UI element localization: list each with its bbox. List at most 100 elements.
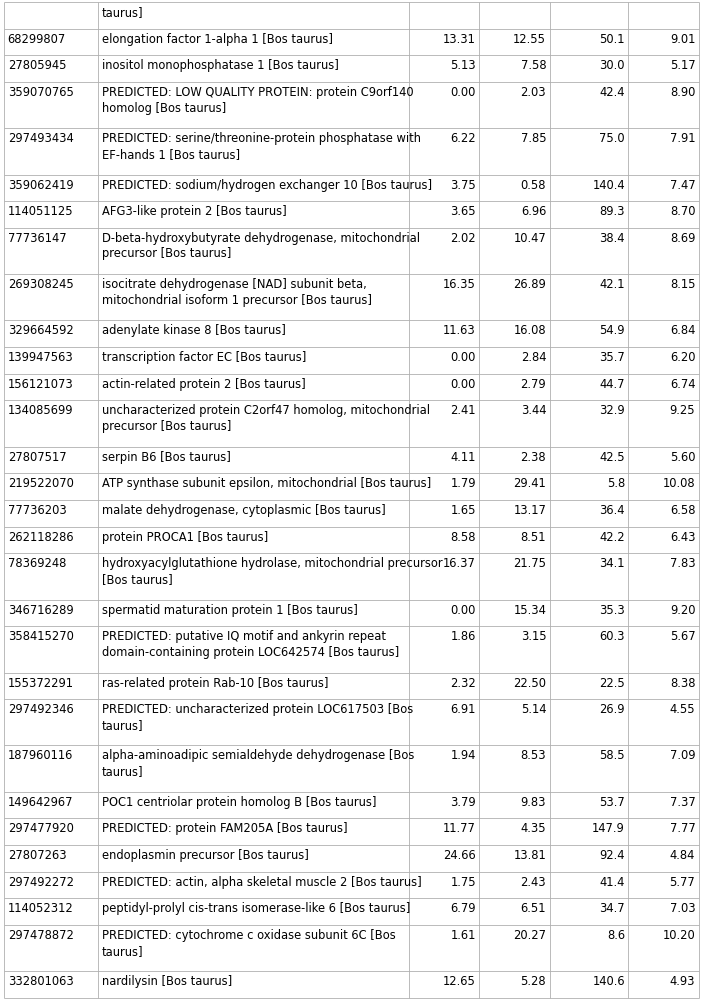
Text: alpha-aminoadipic semialdehyde dehydrogenase [Bos
taurus]: alpha-aminoadipic semialdehyde dehydroge…	[102, 749, 414, 778]
Text: 139947563: 139947563	[8, 351, 74, 364]
Text: 5.14: 5.14	[521, 703, 546, 716]
Text: 54.9: 54.9	[600, 324, 625, 337]
Text: 140.4: 140.4	[593, 179, 625, 192]
Text: 16.08: 16.08	[514, 324, 546, 337]
Text: 9.20: 9.20	[670, 604, 695, 617]
Text: PREDICTED: sodium/hydrogen exchanger 10 [Bos taurus]: PREDICTED: sodium/hydrogen exchanger 10 …	[102, 179, 432, 192]
Text: 3.44: 3.44	[521, 404, 546, 417]
Text: 60.3: 60.3	[600, 630, 625, 643]
Text: 32.9: 32.9	[600, 404, 625, 417]
Text: 7.83: 7.83	[670, 557, 695, 570]
Text: 359070765: 359070765	[8, 86, 74, 99]
Text: 329664592: 329664592	[8, 324, 74, 337]
Text: 8.58: 8.58	[451, 531, 476, 544]
Text: endoplasmin precursor [Bos taurus]: endoplasmin precursor [Bos taurus]	[102, 849, 309, 862]
Text: 7.37: 7.37	[669, 796, 695, 809]
Text: adenylate kinase 8 [Bos taurus]: adenylate kinase 8 [Bos taurus]	[102, 324, 286, 337]
Text: 34.7: 34.7	[600, 902, 625, 915]
Text: 6.22: 6.22	[451, 132, 476, 145]
Text: D-beta-hydroxybutyrate dehydrogenase, mitochondrial
precursor [Bos taurus]: D-beta-hydroxybutyrate dehydrogenase, mi…	[102, 232, 420, 260]
Text: 26.89: 26.89	[513, 278, 546, 291]
Text: POC1 centriolar protein homolog B [Bos taurus]: POC1 centriolar protein homolog B [Bos t…	[102, 796, 376, 809]
Text: 8.90: 8.90	[670, 86, 695, 99]
Text: 78369248: 78369248	[8, 557, 66, 570]
Text: uncharacterized protein C2orf47 homolog, mitochondrial
precursor [Bos taurus]: uncharacterized protein C2orf47 homolog,…	[102, 404, 430, 433]
Text: 11.77: 11.77	[443, 822, 476, 835]
Text: 27805945: 27805945	[8, 59, 66, 72]
Text: 269308245: 269308245	[8, 278, 74, 291]
Text: 92.4: 92.4	[600, 849, 625, 862]
Text: 6.79: 6.79	[451, 902, 476, 915]
Text: 332801063: 332801063	[8, 975, 74, 988]
Text: 6.91: 6.91	[451, 703, 476, 716]
Text: 6.20: 6.20	[670, 351, 695, 364]
Text: malate dehydrogenase, cytoplasmic [Bos taurus]: malate dehydrogenase, cytoplasmic [Bos t…	[102, 504, 386, 517]
Text: 5.8: 5.8	[607, 477, 625, 490]
Text: 7.47: 7.47	[670, 179, 695, 192]
Text: 75.0: 75.0	[600, 132, 625, 145]
Text: 24.66: 24.66	[443, 849, 476, 862]
Text: PREDICTED: uncharacterized protein LOC617503 [Bos
taurus]: PREDICTED: uncharacterized protein LOC61…	[102, 703, 413, 732]
Text: 155372291: 155372291	[8, 677, 74, 690]
Text: 77736203: 77736203	[8, 504, 67, 517]
Text: 11.63: 11.63	[443, 324, 476, 337]
Text: 13.31: 13.31	[443, 33, 476, 46]
Text: 8.38: 8.38	[670, 677, 695, 690]
Text: actin-related protein 2 [Bos taurus]: actin-related protein 2 [Bos taurus]	[102, 378, 306, 391]
Text: 297492346: 297492346	[8, 703, 74, 716]
Text: 38.4: 38.4	[600, 232, 625, 245]
Text: 4.93: 4.93	[670, 975, 695, 988]
Text: 6.58: 6.58	[670, 504, 695, 517]
Text: 0.00: 0.00	[451, 86, 476, 99]
Text: 1.65: 1.65	[451, 504, 476, 517]
Text: 2.41: 2.41	[451, 404, 476, 417]
Text: 0.00: 0.00	[451, 351, 476, 364]
Text: 156121073: 156121073	[8, 378, 74, 391]
Text: 8.70: 8.70	[670, 205, 695, 218]
Text: PREDICTED: putative IQ motif and ankyrin repeat
domain-containing protein LOC642: PREDICTED: putative IQ motif and ankyrin…	[102, 630, 399, 659]
Text: 42.1: 42.1	[600, 278, 625, 291]
Text: 140.6: 140.6	[593, 975, 625, 988]
Text: 41.4: 41.4	[600, 876, 625, 889]
Text: 42.4: 42.4	[600, 86, 625, 99]
Text: inositol monophosphatase 1 [Bos taurus]: inositol monophosphatase 1 [Bos taurus]	[102, 59, 339, 72]
Text: 6.51: 6.51	[521, 902, 546, 915]
Text: 4.35: 4.35	[521, 822, 546, 835]
Text: 5.13: 5.13	[451, 59, 476, 72]
Text: 8.15: 8.15	[670, 278, 695, 291]
Text: nardilysin [Bos taurus]: nardilysin [Bos taurus]	[102, 975, 232, 988]
Text: 297477920: 297477920	[8, 822, 74, 835]
Text: 12.65: 12.65	[443, 975, 476, 988]
Text: 5.77: 5.77	[669, 876, 695, 889]
Text: 7.03: 7.03	[670, 902, 695, 915]
Text: 34.1: 34.1	[600, 557, 625, 570]
Text: 12.55: 12.55	[513, 33, 546, 46]
Text: 8.69: 8.69	[670, 232, 695, 245]
Text: 6.84: 6.84	[670, 324, 695, 337]
Text: 346716289: 346716289	[8, 604, 73, 617]
Text: ras-related protein Rab-10 [Bos taurus]: ras-related protein Rab-10 [Bos taurus]	[102, 677, 328, 690]
Text: 5.17: 5.17	[670, 59, 695, 72]
Text: 7.85: 7.85	[521, 132, 546, 145]
Text: PREDICTED: protein FAM205A [Bos taurus]: PREDICTED: protein FAM205A [Bos taurus]	[102, 822, 347, 835]
Text: 10.08: 10.08	[663, 477, 695, 490]
Text: 6.43: 6.43	[670, 531, 695, 544]
Text: 1.86: 1.86	[451, 630, 476, 643]
Text: 27807517: 27807517	[8, 451, 66, 464]
Text: 5.28: 5.28	[521, 975, 546, 988]
Text: 9.01: 9.01	[670, 33, 695, 46]
Text: 10.47: 10.47	[513, 232, 546, 245]
Text: 358415270: 358415270	[8, 630, 74, 643]
Text: 114051125: 114051125	[8, 205, 73, 218]
Text: 16.37: 16.37	[443, 557, 476, 570]
Text: 4.11: 4.11	[451, 451, 476, 464]
Text: 15.34: 15.34	[513, 604, 546, 617]
Text: protein PROCA1 [Bos taurus]: protein PROCA1 [Bos taurus]	[102, 531, 268, 544]
Text: 7.91: 7.91	[670, 132, 695, 145]
Text: serpin B6 [Bos taurus]: serpin B6 [Bos taurus]	[102, 451, 231, 464]
Text: 5.67: 5.67	[670, 630, 695, 643]
Text: PREDICTED: LOW QUALITY PROTEIN: protein C9orf140
homolog [Bos taurus]: PREDICTED: LOW QUALITY PROTEIN: protein …	[102, 86, 413, 115]
Text: 359062419: 359062419	[8, 179, 73, 192]
Text: 187960116: 187960116	[8, 749, 73, 762]
Text: 3.75: 3.75	[450, 179, 476, 192]
